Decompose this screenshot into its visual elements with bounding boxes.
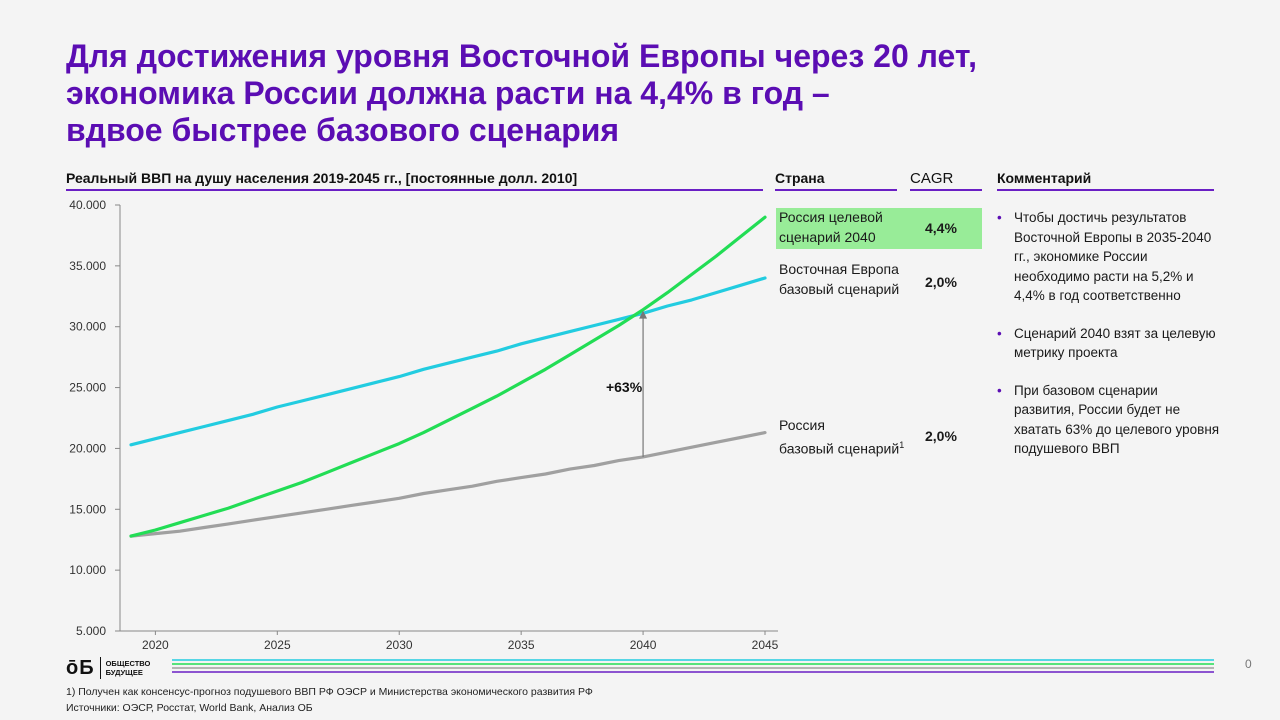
x-tick-label: 2035 bbox=[508, 638, 535, 652]
y-tick-label: 30.000 bbox=[69, 320, 106, 334]
title-line-3: вдвое быстрее базового сценария bbox=[66, 112, 620, 148]
series-line-1 bbox=[129, 276, 767, 447]
legend-russia-target-line2: сценарий 2040 bbox=[779, 229, 876, 245]
logo-text: ОБЩЕСТВО БУДУЩЕЕ bbox=[101, 659, 151, 677]
logo-text-line2: БУДУЩЕЕ bbox=[105, 668, 143, 677]
footnote-marker: 1 bbox=[899, 440, 905, 450]
annotation-arrow-head bbox=[639, 310, 648, 319]
cagr-russia-base: 2,0% bbox=[925, 428, 957, 444]
footnotes: 1) Получен как консенсус-прогноз подушев… bbox=[66, 684, 593, 716]
series-line-2 bbox=[129, 431, 767, 538]
legend-russia-base: Россия базовый сценарий1 bbox=[779, 415, 904, 459]
legend-russia-base-line2: базовый сценарий bbox=[779, 440, 900, 457]
logo: ōБ ОБЩЕСТВО БУДУЩЕЕ bbox=[66, 657, 150, 679]
cagr-east-europe: 2,0% bbox=[925, 274, 957, 290]
series-line-0 bbox=[129, 215, 767, 538]
footnote-sources: Источники: ОЭСР, Росстат, World Bank, Ан… bbox=[66, 702, 313, 714]
comments-list: Чтобы достичь результатов Восточной Евро… bbox=[997, 208, 1222, 477]
cagr-russia-target: 4,4% bbox=[925, 220, 957, 236]
x-tick-label: 2040 bbox=[630, 638, 657, 652]
legend-east-europe: Восточная Европа базовый сценарий bbox=[779, 259, 899, 299]
comment-item: Сценарий 2040 взят за целевую метрику пр… bbox=[997, 324, 1222, 363]
y-tick-label: 15.000 bbox=[69, 502, 106, 516]
y-tick-label: 10.000 bbox=[69, 563, 106, 577]
y-tick-label: 35.000 bbox=[69, 259, 106, 273]
legend-russia-base-line1: Россия bbox=[779, 417, 825, 433]
title-line-2: экономика России должна расти на 4,4% в … bbox=[66, 75, 830, 111]
legend-russia-target: Россия целевой сценарий 2040 bbox=[779, 207, 883, 247]
x-tick-label: 2020 bbox=[142, 638, 169, 652]
logo-text-line1: ОБЩЕСТВО bbox=[105, 659, 151, 668]
y-tick-label: 40.000 bbox=[69, 198, 106, 212]
title-line-1: Для достижения уровня Восточной Европы ч… bbox=[66, 38, 978, 74]
annotation-label: +63% bbox=[606, 379, 643, 395]
page-number: 0 bbox=[1245, 657, 1252, 671]
y-tick-label: 5.000 bbox=[76, 624, 106, 638]
comment-item: При базовом сценарии развития, России бу… bbox=[997, 381, 1222, 459]
country-header: Страна bbox=[775, 170, 897, 191]
legend-east-europe-line1: Восточная Европа bbox=[779, 261, 899, 277]
legend-east-europe-line2: базовый сценарий bbox=[779, 281, 900, 297]
x-tick-label: 2025 bbox=[264, 638, 291, 652]
logo-mark: ōБ bbox=[66, 657, 101, 679]
comment-header: Комментарий bbox=[997, 170, 1214, 191]
comment-item: Чтобы достичь результатов Восточной Евро… bbox=[997, 208, 1222, 306]
cagr-header: CAGR bbox=[910, 170, 982, 191]
target-scenario-highlight bbox=[776, 208, 982, 249]
footnote-line-1: 1) Получен как консенсус-прогноз подушев… bbox=[66, 686, 593, 698]
chart-header: Реальный ВВП на душу населения 2019-2045… bbox=[66, 170, 763, 191]
x-tick-label: 2030 bbox=[386, 638, 413, 652]
page-title: Для достижения уровня Восточной Европы ч… bbox=[66, 38, 1066, 149]
y-tick-label: 25.000 bbox=[69, 381, 106, 395]
legend-russia-target-line1: Россия целевой bbox=[779, 209, 883, 225]
y-tick-label: 20.000 bbox=[69, 441, 106, 455]
x-tick-label: 2045 bbox=[752, 638, 779, 652]
